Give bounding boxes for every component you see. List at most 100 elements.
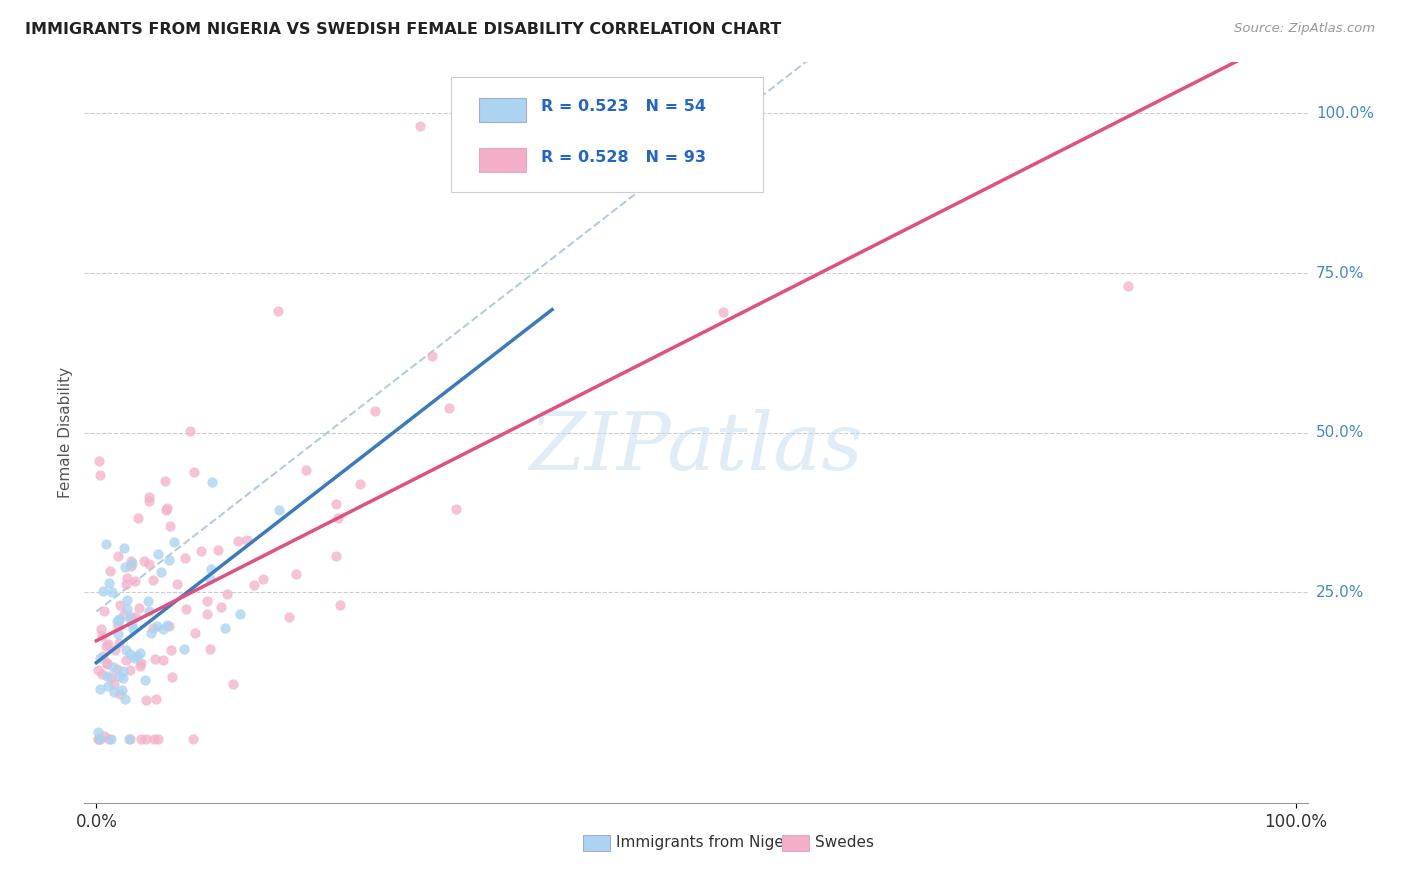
Point [90, 622, 112, 636]
Point [155, 503, 177, 517]
Point [96, 657, 118, 671]
Point [145, 692, 167, 706]
Point [138, 557, 160, 571]
Point [93, 604, 115, 618]
Point [129, 647, 152, 661]
Point [108, 668, 131, 682]
Point [190, 544, 212, 558]
Point [118, 612, 141, 626]
Point [108, 598, 131, 612]
Point [107, 614, 129, 628]
Point [101, 660, 124, 674]
Point [163, 535, 186, 549]
Point [103, 685, 125, 699]
Point [437, 401, 460, 415]
Point [110, 687, 132, 701]
Point [152, 622, 174, 636]
Point [107, 549, 129, 564]
Point [112, 607, 135, 621]
Point [409, 120, 432, 134]
Text: Source: ZipAtlas.com: Source: ZipAtlas.com [1234, 22, 1375, 36]
Point [115, 653, 138, 667]
Point [207, 543, 229, 558]
Point [121, 617, 143, 632]
Point [269, 503, 291, 517]
Point [93, 729, 115, 743]
Point [157, 619, 180, 633]
Point [118, 731, 141, 746]
Point [107, 619, 129, 633]
Point [114, 643, 136, 657]
Point [114, 560, 136, 574]
Point [166, 577, 188, 591]
Point [89, 682, 111, 697]
Point [153, 475, 176, 489]
Point [444, 502, 467, 516]
Point [285, 567, 308, 582]
Point [128, 658, 150, 673]
Point [173, 642, 195, 657]
Point [124, 650, 146, 665]
FancyBboxPatch shape [479, 148, 526, 172]
Point [96, 657, 118, 671]
Point [89, 650, 111, 665]
Point [226, 533, 249, 548]
Point [111, 664, 134, 678]
Point [89, 467, 111, 482]
Point [183, 465, 205, 479]
Point [200, 562, 222, 576]
Point [97, 680, 120, 694]
Point [100, 670, 122, 684]
Point [266, 304, 288, 318]
Point [142, 620, 165, 634]
Point [124, 610, 146, 624]
Point [89, 731, 111, 746]
Point [420, 349, 443, 363]
Point [195, 607, 218, 621]
Point [138, 493, 160, 508]
Point [156, 501, 179, 516]
Point [363, 403, 385, 417]
Point [105, 662, 128, 676]
Point [97, 637, 120, 651]
Point [98, 564, 121, 578]
Point [150, 565, 173, 579]
Point [122, 623, 145, 637]
Point [174, 601, 197, 615]
Point [114, 691, 136, 706]
Point [295, 463, 318, 477]
Point [118, 731, 141, 746]
Point [201, 475, 224, 490]
Point [135, 731, 157, 746]
Point [111, 682, 134, 697]
Point [174, 551, 197, 566]
FancyBboxPatch shape [583, 835, 610, 851]
Point [162, 670, 184, 684]
Point [184, 625, 207, 640]
Point [107, 627, 129, 641]
FancyBboxPatch shape [782, 835, 808, 851]
Point [128, 601, 150, 615]
Point [214, 621, 236, 635]
Point [129, 656, 152, 670]
Point [115, 602, 138, 616]
Point [142, 573, 165, 587]
Point [159, 643, 181, 657]
Text: Swedes: Swedes [814, 835, 873, 850]
Text: IMMIGRANTS FROM NIGERIA VS SWEDISH FEMALE DISABILITY CORRELATION CHART: IMMIGRANTS FROM NIGERIA VS SWEDISH FEMAL… [25, 22, 782, 37]
Point [114, 577, 136, 591]
Point [195, 593, 218, 607]
Point [132, 554, 155, 568]
Y-axis label: Female Disability: Female Disability [58, 367, 73, 499]
Point [112, 541, 135, 555]
Point [105, 614, 128, 628]
Point [134, 673, 156, 688]
Point [86, 724, 108, 739]
Point [108, 635, 131, 649]
Point [111, 671, 134, 685]
Point [100, 731, 122, 746]
Point [93, 649, 115, 664]
Point [118, 647, 141, 661]
Point [711, 305, 734, 319]
Point [129, 731, 152, 746]
